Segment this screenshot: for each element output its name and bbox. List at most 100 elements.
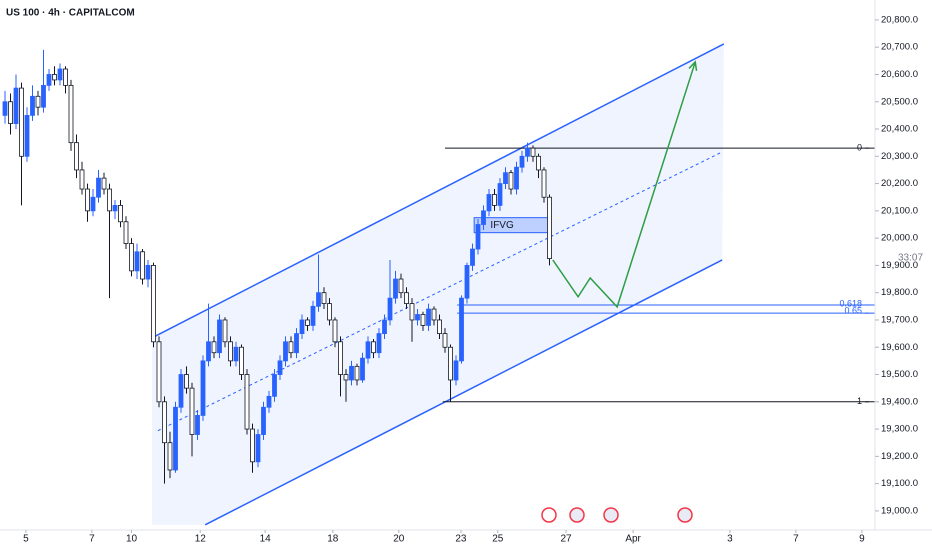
candle-body — [85, 188, 90, 212]
y-tick-label: 20,000.0 — [881, 233, 918, 244]
y-tick-label: 19,400.0 — [881, 396, 918, 407]
x-tick-label: 3 — [727, 534, 733, 545]
candle-body — [530, 147, 536, 157]
candle-body — [41, 84, 46, 108]
candle-body — [123, 221, 129, 244]
candle-body — [112, 204, 118, 212]
candle-body — [24, 114, 30, 157]
y-tick-label: 19,200.0 — [881, 451, 918, 462]
candle-body — [2, 101, 8, 116]
y-tick-label: 20,100.0 — [881, 205, 918, 216]
candle-body — [492, 194, 497, 206]
candle-body — [305, 319, 310, 326]
candle-body — [464, 265, 470, 299]
y-tick-label: 20,600.0 — [881, 69, 918, 80]
channel-lower — [204, 259, 723, 526]
candle-body — [503, 172, 508, 184]
event-icon — [541, 507, 557, 523]
candle-body — [189, 387, 195, 435]
candle-body — [46, 74, 52, 86]
y-tick-label: 19,600.0 — [881, 342, 918, 353]
candle-body — [250, 428, 255, 463]
event-icon — [569, 507, 585, 523]
candle-body — [101, 177, 107, 190]
candle-body — [316, 292, 321, 307]
candle-body — [272, 374, 277, 397]
candle-body — [299, 319, 305, 335]
candle-body — [200, 360, 206, 416]
candle-body — [118, 204, 123, 223]
candle-body — [206, 341, 211, 362]
candle-body — [376, 333, 382, 354]
candle-body — [547, 196, 552, 259]
x-tick-label: 20 — [393, 534, 405, 545]
candle-body — [52, 74, 57, 81]
candle-body — [431, 308, 437, 321]
candle-body — [178, 374, 184, 408]
candle-body — [211, 341, 217, 354]
bar-timer: 33:07 — [898, 253, 923, 264]
x-tick-label: 7 — [89, 534, 95, 545]
y-tick-label: 20,400.0 — [881, 124, 918, 135]
y-tick-label: 19,900.0 — [881, 260, 918, 271]
candle-body — [442, 333, 448, 348]
candle-body — [162, 401, 167, 444]
channel-upper — [151, 43, 725, 339]
candle-body — [338, 341, 343, 375]
candle-body — [398, 278, 404, 294]
x-tick-label: 10 — [126, 534, 138, 545]
candle-body — [409, 303, 415, 321]
level-label: 0.65 — [844, 306, 862, 316]
candle-body — [74, 142, 79, 171]
candle-body — [239, 346, 244, 375]
candle-body — [541, 169, 547, 198]
candle-body — [294, 333, 299, 354]
y-tick-label: 20,700.0 — [881, 42, 918, 53]
candle-body — [349, 365, 354, 381]
candle-body — [514, 166, 519, 190]
candle-body — [343, 374, 349, 381]
candle-body — [68, 84, 74, 144]
candle-body — [354, 365, 360, 381]
candle-body — [382, 319, 387, 335]
projection-path — [552, 61, 696, 309]
candle-body — [173, 406, 178, 471]
x-tick-label: 25 — [492, 534, 504, 545]
candle-body — [508, 172, 514, 190]
y-tick-label: 19,700.0 — [881, 314, 918, 325]
candle-body — [415, 314, 420, 321]
x-tick-label: 5 — [23, 534, 29, 545]
candle-body — [167, 442, 173, 471]
candle-body — [360, 357, 365, 381]
candle-body — [310, 305, 316, 326]
candle-body — [184, 374, 189, 389]
y-tick-label: 19,100.0 — [881, 478, 918, 489]
candle-body — [288, 341, 294, 354]
candle-body — [19, 87, 24, 157]
candle-body — [255, 434, 261, 463]
x-tick-label: 14 — [260, 534, 272, 545]
y-tick-label: 19,000.0 — [881, 505, 918, 516]
level-label: 0 — [857, 142, 862, 152]
event-icons — [541, 507, 693, 523]
candle-body — [371, 341, 376, 354]
candle-body — [475, 224, 481, 250]
candle-body — [486, 194, 492, 212]
candle-body — [107, 188, 112, 212]
candle-body — [519, 155, 525, 168]
candle-body — [13, 87, 19, 124]
level-label: 0.618 — [839, 298, 862, 308]
y-tick-label: 19,300.0 — [881, 424, 918, 435]
candle-body — [79, 169, 85, 190]
level-label: 1 — [857, 396, 862, 406]
candle-body — [57, 68, 63, 81]
x-tick-label: 18 — [327, 534, 339, 545]
candle-body — [332, 319, 338, 343]
candle-body — [525, 147, 530, 157]
candle-body — [420, 314, 426, 326]
x-tick-label: 23 — [455, 534, 467, 545]
candle-body — [321, 292, 327, 304]
event-icon — [603, 507, 619, 523]
